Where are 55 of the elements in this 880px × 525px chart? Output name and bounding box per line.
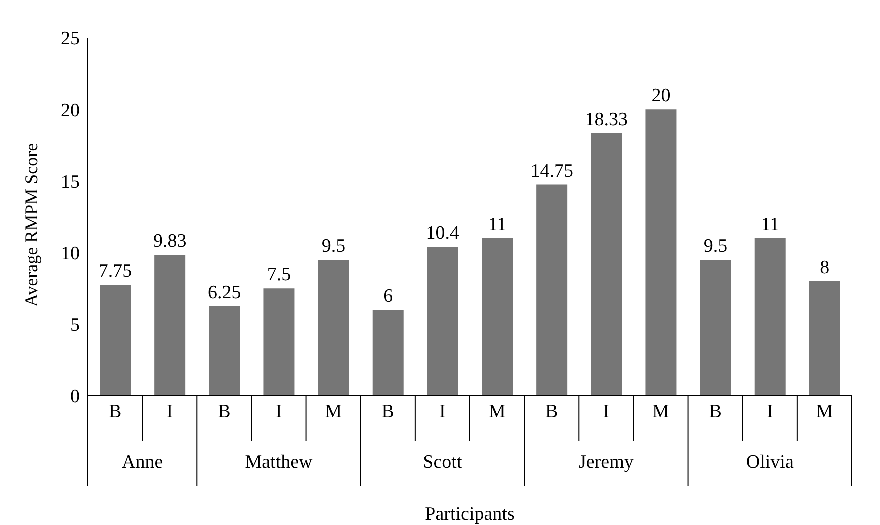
data-label: 7.75	[98, 261, 132, 282]
data-label: 11	[488, 214, 507, 236]
y-tick-label: 15	[61, 172, 80, 193]
data-label: 20	[652, 86, 671, 107]
x-tick-label: M	[816, 401, 834, 422]
y-tick-label: 20	[61, 100, 80, 122]
bar	[318, 260, 350, 396]
y-tick-label: 0	[70, 386, 80, 408]
data-label: 9.83	[153, 231, 187, 252]
bar	[154, 255, 186, 396]
text: Olivia	[746, 452, 794, 473]
data-label: 6	[384, 286, 394, 308]
data-label: 6.25	[208, 282, 242, 304]
x-tick-label: B	[709, 401, 722, 422]
x-tick-label: M	[488, 401, 506, 422]
bar	[536, 184, 568, 396]
x-tick-label: B	[108, 401, 122, 422]
bar	[427, 247, 458, 396]
x-tick-label: M	[652, 401, 670, 422]
data-label: 11	[761, 214, 780, 236]
text: Anne	[122, 452, 164, 473]
x-tick-label: I	[766, 401, 774, 422]
bar	[482, 238, 514, 396]
x-tick-label: M	[325, 401, 342, 422]
text: Scott	[423, 452, 463, 473]
bar	[809, 281, 840, 396]
x-tick-label: I	[440, 401, 446, 422]
x-axis-title: Participants	[425, 504, 515, 525]
data-label: 8	[820, 257, 830, 278]
bar	[754, 238, 786, 396]
y-axis-title: Average RMPM Score	[21, 143, 42, 307]
bar	[100, 285, 132, 396]
text: Jeremy	[578, 452, 634, 473]
y-tick-label: 25	[61, 28, 80, 50]
x-tick-label: I	[603, 401, 610, 422]
text: Matthew	[245, 452, 314, 473]
bar	[264, 288, 295, 396]
data-label: 14.75	[530, 160, 574, 182]
bar	[209, 306, 240, 396]
data-label: 9.5	[704, 236, 728, 257]
x-tick-label: B	[218, 401, 231, 422]
y-tick-label: 5	[70, 315, 80, 336]
bar	[700, 260, 732, 396]
data-label: 18.33	[585, 110, 628, 131]
x-tick-label: B	[546, 401, 558, 422]
bar	[591, 134, 622, 396]
x-tick-label: I	[276, 401, 282, 422]
y-tick-label: 10	[61, 244, 80, 265]
x-tick-label: B	[382, 401, 394, 422]
bar	[372, 310, 404, 396]
bar	[646, 110, 677, 396]
x-tick-label: I	[166, 401, 174, 422]
data-label: 10.4	[426, 223, 460, 244]
data-label: 7.5	[267, 264, 292, 286]
data-label: 9.5	[322, 236, 346, 257]
